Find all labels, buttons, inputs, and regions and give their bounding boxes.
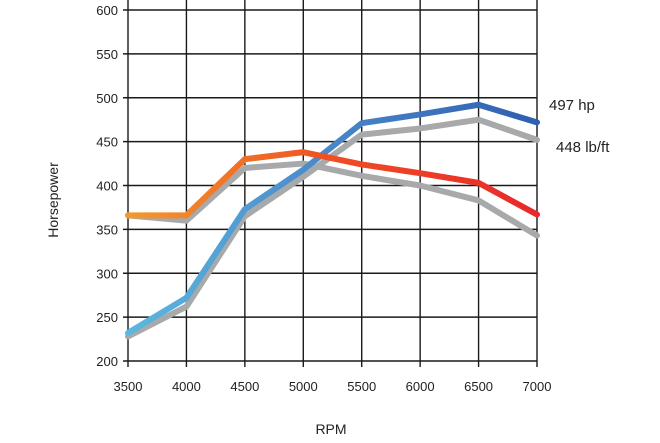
y-tick-label: 300 xyxy=(96,266,118,281)
x-axis-title: RPM xyxy=(315,421,346,437)
comparison-lines xyxy=(125,116,540,340)
series-line-torque xyxy=(125,149,540,219)
comparison-line-horsepower xyxy=(125,116,540,340)
y-tick-label: 550 xyxy=(96,47,118,62)
x-tick-label: 5500 xyxy=(347,379,376,394)
y-tick-label: 600 xyxy=(96,3,118,18)
series-line-horsepower xyxy=(125,101,540,336)
y-tick-label: 200 xyxy=(96,354,118,369)
x-tick-label: 3500 xyxy=(114,379,143,394)
y-tick-label: 500 xyxy=(96,91,118,106)
x-tick-label: 5000 xyxy=(289,379,318,394)
x-tick-label: 7000 xyxy=(523,379,552,394)
y-tick-label: 400 xyxy=(96,179,118,194)
series-lines xyxy=(125,101,540,336)
series-label-horsepower: 497 hp xyxy=(549,97,595,114)
y-tick-label: 250 xyxy=(96,310,118,325)
x-tick-label: 6500 xyxy=(464,379,493,394)
series-label-torque: 448 lb/ft xyxy=(556,139,610,156)
y-axis-title: Horsepower xyxy=(45,162,61,238)
x-tick-label: 4000 xyxy=(172,379,201,394)
y-tick-label: 450 xyxy=(96,135,118,150)
tick-labels: 200 250 300 350 400 450 500 550 600 3500 4000 4500 5… xyxy=(96,3,551,394)
x-tick-label: 4500 xyxy=(230,379,259,394)
y-tick-label: 350 xyxy=(96,222,118,237)
grid xyxy=(123,0,538,367)
comparison-line-torque xyxy=(125,160,540,239)
x-tick-label: 6000 xyxy=(406,379,435,394)
